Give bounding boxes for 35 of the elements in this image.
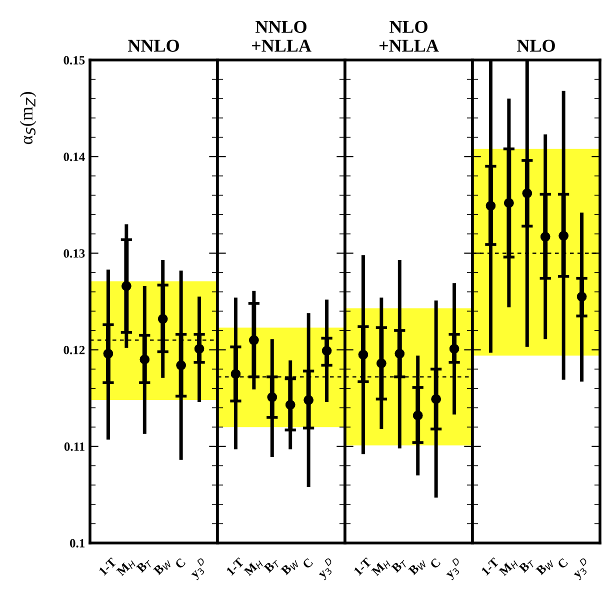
- x-tick-label: B$_{W}$: [153, 557, 172, 577]
- x-tick-label: C: [302, 558, 314, 570]
- x-tick-label: B$_{W}$: [280, 557, 300, 577]
- x-tick-label: 1-T: [98, 557, 117, 576]
- x-tick-label: B$_{W}$: [536, 557, 555, 577]
- y-tick-label: 0.15: [64, 56, 85, 65]
- y-axis-title: α$_{S}$(m$_{Z}$): [20, 92, 36, 144]
- x-tick-label: C: [557, 558, 568, 570]
- x-tick-label: M$_{H}$: [498, 558, 519, 578]
- x-tick-label: y$_{3}$$^{D}$: [570, 557, 593, 580]
- x-tick-label: C: [174, 558, 186, 570]
- x-tick-label: C: [430, 558, 441, 570]
- y-tick-label: 0.13: [64, 249, 85, 258]
- x-tick-label: y$_{3}$$^{D}$: [442, 557, 466, 580]
- x-tick-label: B$_{W}$: [408, 557, 428, 577]
- x-tick-label: B$_{T}$: [518, 557, 536, 574]
- y-tick-label: 0.14: [64, 152, 85, 162]
- x-tick-label: y$_{3}$$^{D}$: [188, 557, 210, 580]
- y-tick-label: 0.1: [70, 539, 84, 548]
- x-tick-label: y$_{3}$$^{D}$: [315, 557, 338, 580]
- x-tick-label: 1-T: [481, 557, 500, 576]
- x-tick-label: B$_{T}$: [264, 557, 281, 574]
- x-tick-label: M$_{H}$: [244, 558, 264, 578]
- y-tick-label: 0.11: [64, 442, 84, 451]
- chart-title: NLO +NLLA: [379, 20, 439, 52]
- x-tick-label: M$_{H}$: [116, 558, 136, 578]
- x-tick-label: 1-T: [354, 557, 372, 576]
- x-tick-label: 1-T: [226, 557, 244, 576]
- x-tick-label: M$_{H}$: [371, 558, 392, 578]
- y-tick-label: 0.12: [64, 346, 85, 354]
- chart-title: NLO: [517, 40, 555, 52]
- x-tick-label: B$_{T}$: [391, 557, 408, 574]
- x-tick-label: B$_{T}$: [136, 557, 154, 574]
- chart-title: NNLO: [128, 40, 179, 52]
- chart-title: NNLO +NLLA: [252, 20, 312, 52]
